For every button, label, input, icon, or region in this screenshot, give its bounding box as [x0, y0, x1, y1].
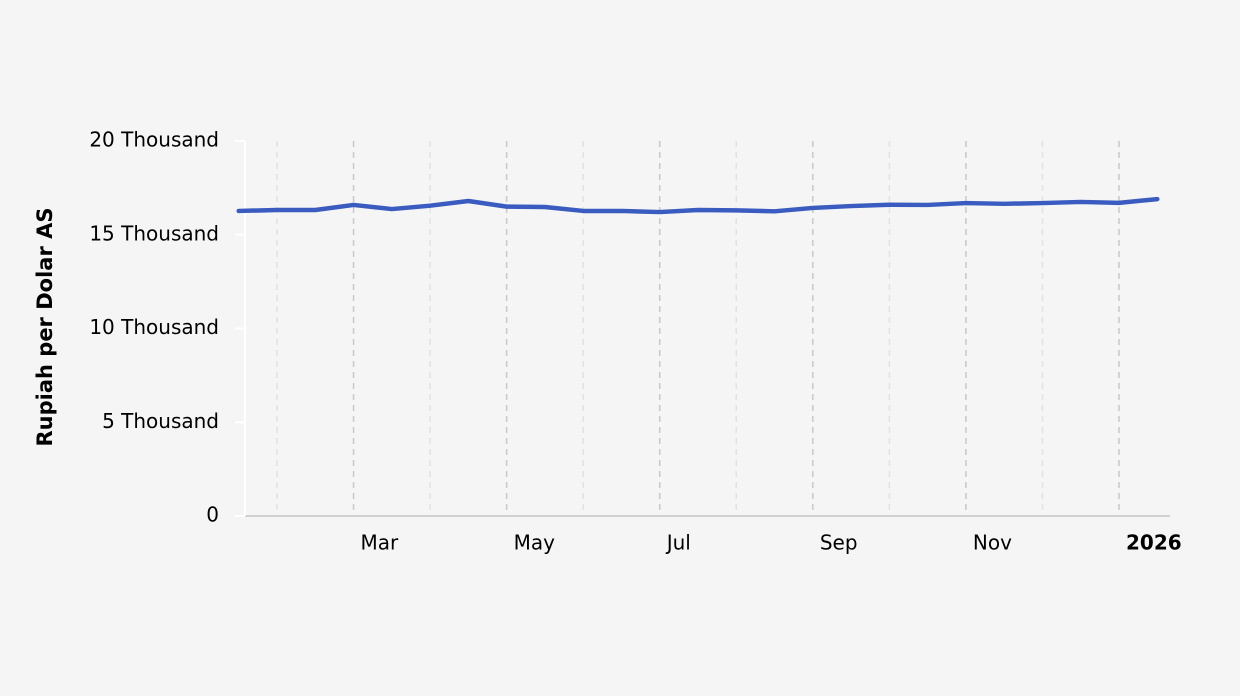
data-line	[236, 196, 1160, 215]
y-tick-label: 0	[206, 503, 219, 527]
x-tick-label: 2026	[1126, 531, 1182, 555]
y-tick-label: 15 Thousand	[89, 221, 219, 245]
x-tick-label: May	[514, 531, 556, 555]
y-tick-label: 10 Thousand	[89, 315, 219, 339]
x-tick-label: Nov	[973, 531, 1012, 555]
y-axis-title: Rupiah per Dolar AS	[33, 208, 57, 447]
y-tick-label: 20 Thousand	[89, 128, 219, 152]
y-tick-label: 5 Thousand	[102, 409, 219, 433]
x-tick-label: Jul	[665, 531, 691, 555]
x-tick-label: Mar	[361, 531, 400, 555]
x-tick-label: Sep	[820, 531, 858, 555]
